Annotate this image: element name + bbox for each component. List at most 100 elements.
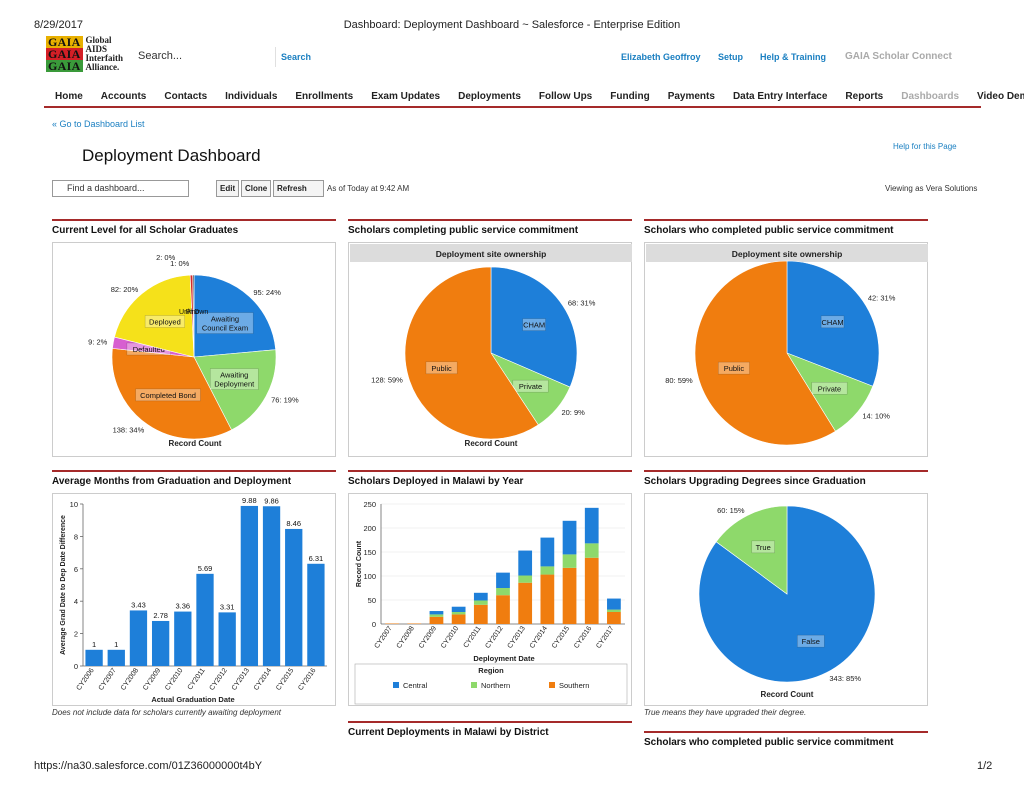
- gaia-logo[interactable]: GAIA GAIA GAIA Global AIDS Interfaith Allia…: [46, 36, 123, 72]
- logo-word-3: GAIA: [46, 59, 83, 73]
- tab-dashboards[interactable]: Dashboards: [901, 91, 960, 102]
- chart-upgrading-degrees[interactable]: False 343: 85% True 60: 15% Record Count: [644, 493, 928, 706]
- find-dashboard-input[interactable]: Find a dashboard...: [52, 180, 189, 197]
- pie-value-deployed: 82: 20%: [111, 285, 139, 294]
- chart-current-level[interactable]: Awaiting Council Exam 95: 24% Awaiting Deplo…: [52, 242, 336, 457]
- bar-cy2011-northern: [473, 600, 488, 605]
- tab-contacts[interactable]: Contacts: [164, 91, 208, 102]
- bar-cy2012: [218, 612, 236, 666]
- pie-label-cham: CHAM: [523, 321, 545, 330]
- x-tick-label: CY2014: [253, 667, 273, 692]
- tab-reports[interactable]: Reports: [845, 91, 884, 102]
- x-tick-label: CY2016: [297, 667, 317, 692]
- x-tick-label: CY2008: [120, 667, 140, 692]
- tab-enrollments[interactable]: Enrollments: [295, 91, 354, 102]
- pie-slice-deployed: [114, 274, 195, 358]
- y-axis-title: Average Grad Date to Dep Date Difference: [60, 515, 67, 655]
- tab-home[interactable]: Home: [55, 91, 83, 102]
- pie-slice-public: [694, 260, 836, 446]
- bar-cy2016: [307, 563, 325, 666]
- x-axis-title: Actual Graduation Date: [151, 695, 234, 704]
- tab-exam-updates[interactable]: Exam Updates: [371, 91, 441, 102]
- setup-link[interactable]: Setup: [718, 52, 744, 62]
- help-training-link[interactable]: Help & Training: [760, 52, 827, 62]
- pie-label-box-awaiting-council-exam: [196, 312, 254, 334]
- print-page-number: 1/2: [977, 760, 993, 772]
- pie-label-box-completed-bond: [135, 388, 201, 402]
- pie-label-box-public: [718, 361, 750, 375]
- tab-accounts[interactable]: Accounts: [100, 91, 147, 102]
- back-to-dashboards-link[interactable]: « Go to Dashboard List: [52, 119, 145, 129]
- pie-label-deployed: Deployed: [149, 317, 181, 326]
- pie-value-true: 60: 15%: [717, 506, 745, 515]
- legend-box: [354, 663, 628, 705]
- tab-deployments[interactable]: Deployments: [458, 91, 521, 102]
- chart-avg-months[interactable]: 0 2 4 6 8 10 1 CY2006 1 CY2007 3.43 CY2008 2.78 CY200…: [52, 493, 336, 706]
- bar-cy2013: [240, 505, 259, 666]
- chart-avg-months-svg: 0 2 4 6 8 10 1 CY2006 1 CY2007 3.43 CY2008 2.78 CY200…: [60, 496, 327, 704]
- y-tick-label: 50: [368, 596, 376, 605]
- bar-value-label: 9.86: [264, 496, 279, 505]
- pie-label-unknown: Unknown: [179, 309, 208, 316]
- search-input[interactable]: Search...: [138, 50, 183, 62]
- bar-cy2017-central: [607, 598, 621, 610]
- pie-label-defaulted: Defaulted: [133, 345, 165, 354]
- chart-upgrading-degrees-svg: False 343: 85% True 60: 15% Record Count: [698, 505, 876, 699]
- panel-title-deployments-by-district: Current Deployments in Malawi by Distric…: [348, 721, 632, 738]
- pie-value-cham: 68: 31%: [568, 298, 596, 307]
- x-tick-label: CY2010: [440, 625, 460, 650]
- bar-cy2016-northern: [584, 543, 599, 558]
- bar-cy2010-central: [451, 606, 466, 612]
- legend-label-central: Central: [403, 681, 428, 690]
- pie-label-box-true: [751, 540, 775, 554]
- chart-subtitle: Deployment site ownership: [436, 249, 547, 259]
- bar-cy2014-central: [540, 537, 555, 567]
- help-page-link[interactable]: Help for this Page: [893, 142, 957, 151]
- edit-button[interactable]: Edit: [216, 180, 240, 197]
- bar-cy2015-southern: [562, 567, 577, 624]
- clone-button[interactable]: Clone: [241, 180, 272, 197]
- tab-individuals[interactable]: Individuals: [225, 91, 278, 102]
- pie-label-phd: PhD: [186, 309, 200, 316]
- logo-text: Global AIDS Interfaith Alliance.: [85, 35, 124, 72]
- pie-label-box-cham: [820, 315, 845, 329]
- bar-value-label: 6.31: [309, 554, 324, 563]
- x-tick-label: CY2009: [418, 625, 438, 650]
- y-tick-label: 0: [74, 662, 78, 671]
- chart-completed-service[interactable]: Deployment site ownership CHAM 42: 31% Priv…: [644, 242, 928, 457]
- tab-follow-ups[interactable]: Follow Ups: [538, 91, 593, 102]
- tab-payments[interactable]: Payments: [667, 91, 715, 102]
- search-button[interactable]: Search: [281, 52, 312, 62]
- bar-cy2009: [151, 620, 170, 666]
- y-tick-label: 4: [74, 597, 78, 606]
- pie-slice-cham: [786, 260, 880, 387]
- user-menu[interactable]: Elizabeth Geoffroy: [621, 52, 701, 62]
- x-tick-label: CY2011: [463, 625, 483, 649]
- bar-cy2010-southern: [451, 614, 466, 624]
- x-tick-label: CY2007: [98, 667, 118, 692]
- pie-value-defaulted: 9: 2%: [88, 338, 108, 347]
- app-switcher[interactable]: GAIA Scholar Connect: [845, 51, 952, 62]
- legend-swatch-southern: [549, 682, 555, 688]
- refresh-button[interactable]: Refresh: [273, 180, 324, 197]
- bar-cy2016-southern: [584, 557, 599, 624]
- chart-completing-service[interactable]: Deployment site ownership CHAM 68: 31% Priv…: [348, 242, 632, 457]
- tab-video-demos[interactable]: Video Demos: [977, 91, 1024, 102]
- bar-cy2012-northern: [496, 588, 510, 596]
- tab-data-entry-interface[interactable]: Data Entry Interface: [732, 91, 828, 102]
- chart-deployed-by-year[interactable]: 0 50 100 150 200 250 CY2007 CY2008 CY2009 CY2010 C…: [348, 493, 632, 706]
- y-tick-label: 250: [363, 500, 376, 509]
- legend-label-northern: Northern: [481, 681, 510, 690]
- page-title: Deployment Dashboard: [82, 146, 261, 165]
- bar-cy2014-northern: [540, 566, 555, 575]
- y-tick-label: 150: [363, 548, 376, 557]
- pie-label-cham: CHAM: [821, 318, 843, 327]
- x-tick-label: CY2010: [164, 667, 184, 692]
- chart-header-band: [646, 244, 928, 262]
- panel-title-completed-service: Scholars who completed public service co…: [644, 219, 928, 236]
- x-tick-label: CY2015: [551, 625, 571, 650]
- header-divider: [275, 47, 276, 67]
- bar-cy2011-central: [473, 592, 488, 601]
- tab-funding[interactable]: Funding: [610, 91, 650, 102]
